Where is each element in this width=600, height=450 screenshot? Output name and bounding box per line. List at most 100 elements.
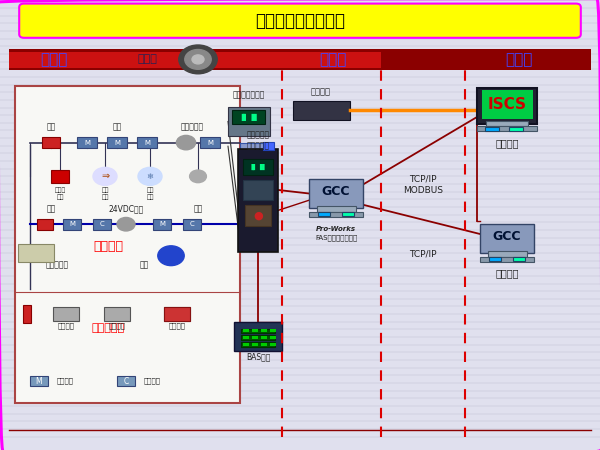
Bar — [164, 307, 190, 321]
Bar — [23, 305, 31, 323]
Circle shape — [93, 167, 117, 185]
Bar — [104, 307, 130, 321]
Bar — [293, 101, 349, 120]
Bar — [53, 307, 79, 321]
Text: ⇒: ⇒ — [101, 171, 109, 181]
Text: 手报: 手报 — [46, 122, 56, 131]
Text: 插孔电话: 插孔电话 — [58, 322, 74, 329]
Bar — [489, 257, 501, 261]
Bar — [241, 328, 275, 333]
Bar — [482, 90, 533, 119]
Bar — [9, 52, 381, 68]
Bar — [164, 307, 190, 321]
Bar — [77, 137, 97, 148]
Bar — [509, 127, 523, 130]
Bar — [243, 343, 249, 346]
Bar — [107, 137, 127, 148]
Text: 广播主机: 广播主机 — [311, 88, 331, 97]
Text: 智能探测器: 智能探测器 — [181, 122, 203, 131]
Text: ▐▌▐▌: ▐▌▐▌ — [248, 164, 268, 170]
Text: ISCS: ISCS — [487, 97, 527, 112]
Text: 感应信号线路: 感应信号线路 — [245, 171, 265, 176]
Text: TCP/IP: TCP/IP — [409, 250, 437, 259]
Bar — [63, 219, 81, 230]
Circle shape — [185, 50, 211, 69]
Text: 维修终端: 维修终端 — [495, 269, 519, 279]
Bar — [317, 206, 355, 211]
Bar — [240, 143, 264, 153]
Bar — [252, 336, 258, 339]
Text: 广播机: 广播机 — [137, 54, 157, 64]
Bar — [252, 329, 258, 332]
Text: FAS系统操作工作站: FAS系统操作工作站 — [315, 234, 357, 241]
Text: 干接点输出: 干接点输出 — [242, 156, 262, 162]
Text: 指挥调度系统示意图: 指挥调度系统示意图 — [255, 12, 345, 30]
Bar — [9, 50, 591, 70]
Bar — [232, 110, 265, 124]
Bar — [228, 107, 270, 136]
Bar — [200, 137, 220, 148]
Bar — [252, 343, 258, 346]
Text: 感温电缆控制器: 感温电缆控制器 — [233, 90, 265, 99]
Text: GCC: GCC — [322, 185, 350, 198]
Bar — [486, 121, 528, 126]
Text: 防火卷帘门: 防火卷帘门 — [46, 260, 68, 269]
Circle shape — [179, 45, 217, 74]
Text: 水泵: 水泵 — [139, 260, 149, 269]
Bar — [51, 170, 69, 183]
Bar — [477, 88, 537, 124]
Bar — [241, 335, 275, 340]
Text: 车站级火灾
报告控制器: 车站级火灾 报告控制器 — [247, 130, 269, 150]
Text: ▐▌▐▌: ▐▌▐▌ — [238, 113, 260, 121]
Bar — [261, 343, 267, 346]
Text: ❄: ❄ — [146, 172, 154, 181]
Bar — [270, 336, 276, 339]
Bar — [261, 336, 267, 339]
Text: 综合监控: 综合监控 — [495, 138, 519, 148]
Text: 监视模块: 监视模块 — [57, 378, 74, 384]
Text: 固定电话: 固定电话 — [169, 322, 185, 329]
Bar — [243, 336, 249, 339]
Circle shape — [138, 167, 162, 185]
Bar — [18, 244, 54, 262]
FancyBboxPatch shape — [19, 4, 581, 38]
Text: C: C — [124, 377, 128, 386]
Text: 24VDC电源: 24VDC电源 — [109, 204, 143, 213]
Bar — [137, 137, 157, 148]
Text: ●: ● — [253, 211, 263, 221]
Bar — [485, 127, 499, 130]
Text: 现场级: 现场级 — [40, 52, 68, 67]
Text: 现场设备: 现场设备 — [93, 240, 123, 253]
Text: 控制模块: 控制模块 — [144, 378, 161, 384]
Bar — [261, 329, 267, 332]
Bar — [244, 180, 272, 200]
Bar — [30, 376, 48, 386]
Bar — [309, 179, 363, 208]
Bar — [234, 321, 282, 351]
Text: Pro-Works: Pro-Works — [316, 226, 356, 233]
Bar — [37, 219, 53, 230]
Text: TCP/IP
MODBUS: TCP/IP MODBUS — [403, 175, 443, 194]
Bar — [309, 212, 363, 217]
Text: 手报: 手报 — [46, 204, 56, 213]
Text: M: M — [207, 140, 213, 146]
Text: 电控
蝶阀: 电控 蝶阀 — [101, 187, 109, 199]
Bar — [477, 126, 537, 131]
Text: M: M — [144, 140, 150, 146]
Text: M: M — [69, 221, 75, 227]
Bar — [42, 137, 60, 148]
Text: 感应信号线路: 感应信号线路 — [245, 182, 265, 187]
Bar — [244, 159, 272, 175]
Bar — [93, 219, 111, 230]
Bar — [245, 205, 271, 226]
Bar — [15, 86, 240, 403]
Text: M: M — [114, 140, 120, 146]
Bar — [342, 212, 354, 216]
Text: 感温
电缆: 感温 电缆 — [146, 187, 154, 199]
Text: M: M — [84, 140, 90, 146]
Bar — [117, 376, 135, 386]
Text: GCC: GCC — [493, 230, 521, 243]
Bar — [480, 256, 534, 262]
Bar — [270, 329, 276, 332]
Circle shape — [190, 170, 206, 183]
